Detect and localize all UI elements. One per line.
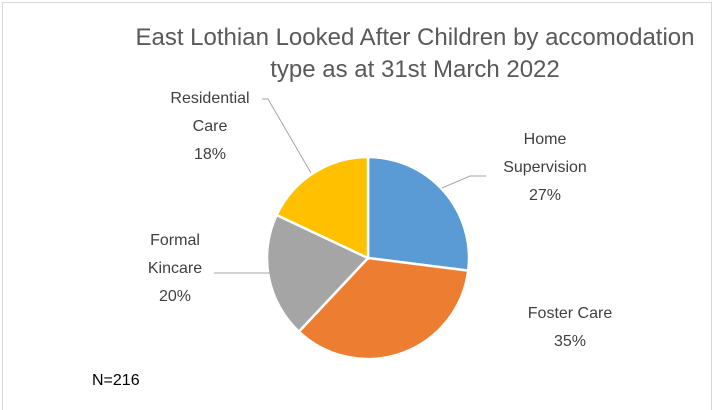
slice-label: Formal Kincare 20% [130, 227, 220, 311]
pie-slice [274, 155, 370, 260]
category-label: Residential Care [170, 90, 250, 135]
category-label: Formal Kincare [147, 232, 203, 277]
annotation: N=216 [92, 372, 140, 389]
slice-label: Residential Care 18% [160, 85, 260, 169]
value-label: 35% [553, 333, 587, 350]
pie-slice [265, 213, 371, 334]
leader-line [262, 98, 312, 174]
pie-slice [366, 155, 471, 273]
value-label: 20% [158, 288, 192, 305]
chart-title: East Lothian Looked After Children by ac… [135, 24, 695, 83]
value-label: 27% [528, 187, 562, 204]
pie-slice [297, 256, 470, 361]
category-label: Foster Care [527, 305, 613, 322]
slice-label: Home Supervision 27% [490, 126, 600, 210]
category-label: Home Supervision [503, 131, 587, 176]
value-label: 18% [193, 146, 227, 163]
leader-line [441, 175, 486, 189]
slice-label: Foster Care 35% [505, 300, 635, 356]
